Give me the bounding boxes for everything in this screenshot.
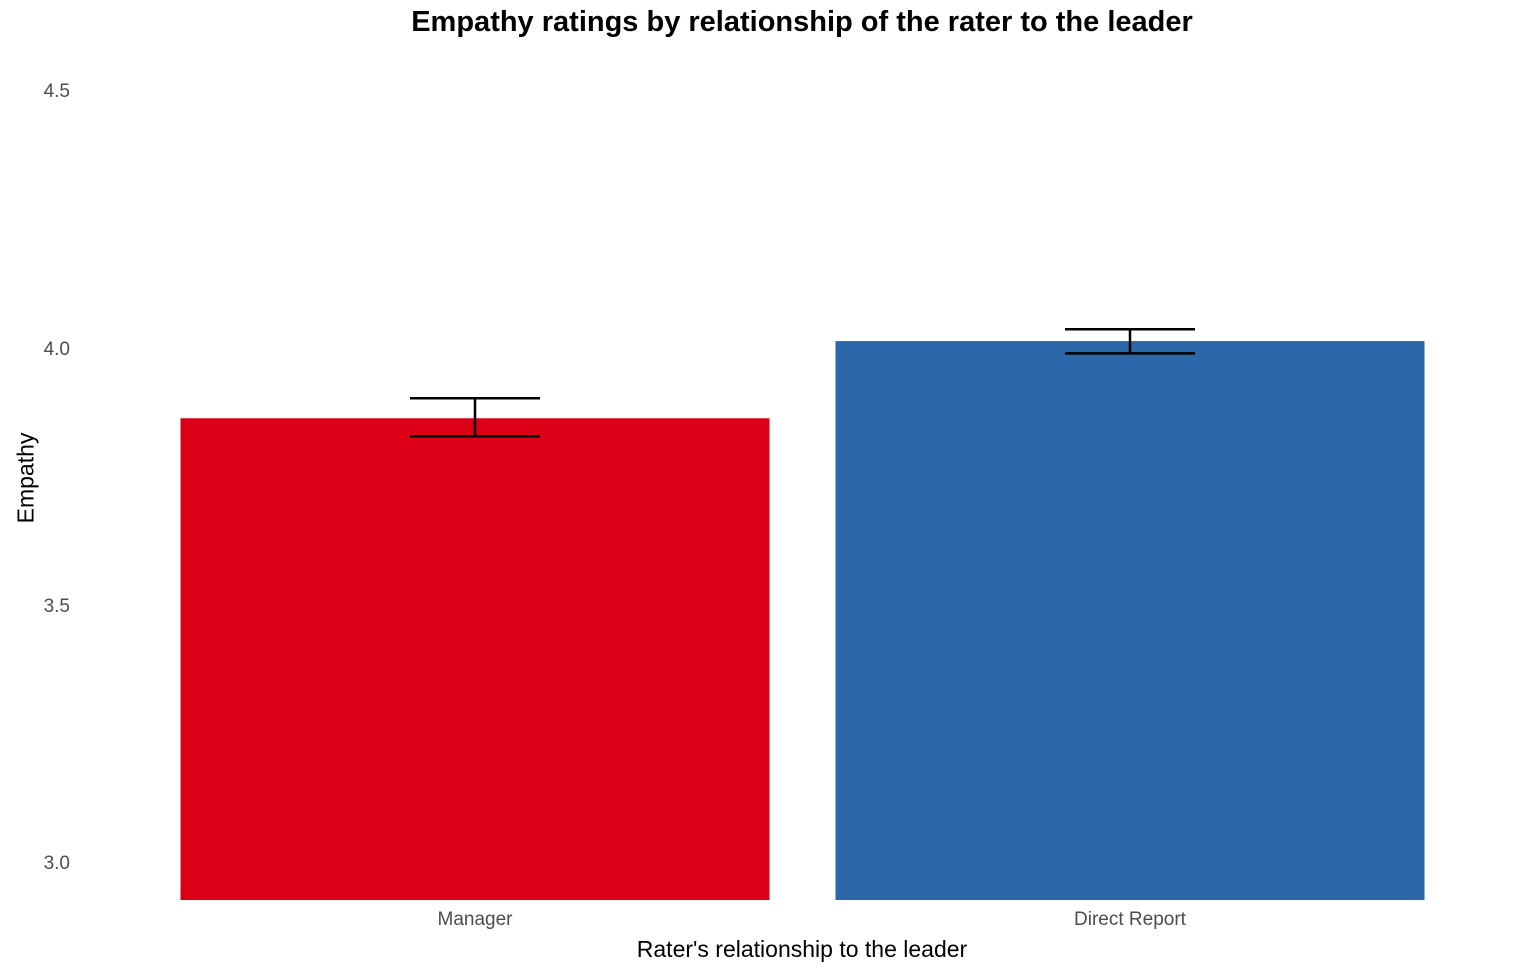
error-bar <box>410 396 540 438</box>
y-tick-label: 4.0 <box>43 339 70 360</box>
y-tick-label: 4.5 <box>43 81 70 102</box>
x-tick-label-manager: Manager <box>437 909 513 930</box>
x-axis-label: Rater's relationship to the leader <box>636 936 968 962</box>
error-bar <box>1065 327 1195 355</box>
y-tick-label: 3.0 <box>43 853 70 874</box>
bar-manager <box>180 418 770 901</box>
x-tick-label-direct-report: Direct Report <box>1074 909 1186 930</box>
chart-title: Empathy ratings by relationship of the r… <box>411 6 1193 38</box>
bar-direct-report <box>835 341 1425 901</box>
y-tick-label: 3.5 <box>43 596 70 617</box>
